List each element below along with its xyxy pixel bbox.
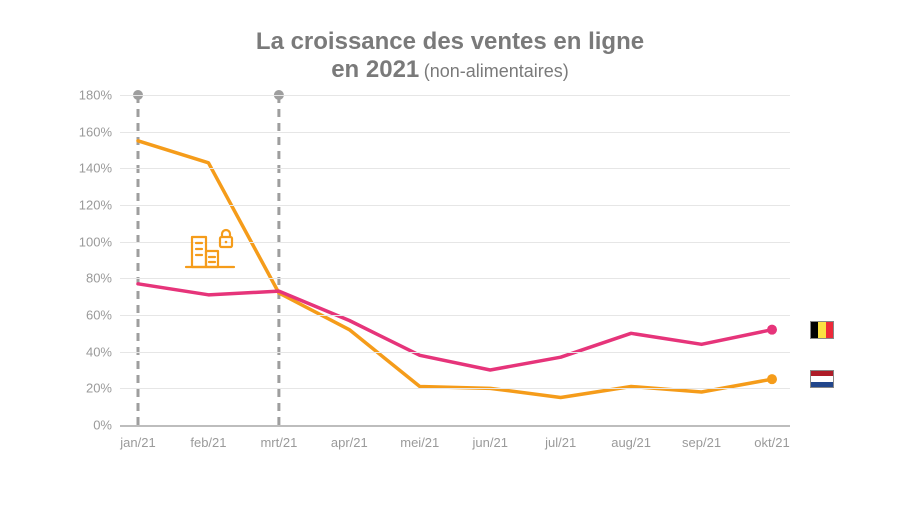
x-tick-label: jul/21	[545, 435, 576, 450]
y-tick-label: 180%	[79, 88, 112, 103]
series-netherlands-end-marker	[767, 374, 777, 384]
y-tick-label: 100%	[79, 234, 112, 249]
series-belgium-end-marker	[767, 325, 777, 335]
gridline	[120, 168, 790, 169]
gridline	[120, 95, 790, 96]
gridline	[120, 388, 790, 389]
chart-title-year: en 2021	[331, 56, 419, 83]
y-tick-label: 40%	[86, 344, 112, 359]
x-tick-label: aug/21	[611, 435, 651, 450]
series-belgium	[138, 284, 772, 370]
gridline	[120, 352, 790, 353]
x-tick-label: sep/21	[682, 435, 721, 450]
plot-area: 0%20%40%60%80%100%120%140%160%180%jan/21…	[120, 95, 790, 425]
x-tick-label: okt/21	[754, 435, 789, 450]
gridline	[120, 315, 790, 316]
x-tick-label: apr/21	[331, 435, 368, 450]
y-tick-label: 140%	[79, 161, 112, 176]
chart-title-block: La croissance des ventes en ligne en 202…	[0, 28, 900, 83]
y-tick-label: 20%	[86, 381, 112, 396]
y-tick-label: 0%	[93, 418, 112, 433]
gridline	[120, 205, 790, 206]
x-axis-baseline	[120, 425, 790, 427]
gridline	[120, 278, 790, 279]
y-tick-label: 60%	[86, 308, 112, 323]
y-tick-label: 80%	[86, 271, 112, 286]
gridline	[120, 132, 790, 133]
chart-title-paren: (non-alimentaires)	[424, 61, 569, 81]
lockdown-icon	[184, 227, 236, 271]
x-tick-label: mei/21	[400, 435, 439, 450]
x-tick-label: feb/21	[190, 435, 226, 450]
x-tick-label: jan/21	[120, 435, 155, 450]
flag-belgium-icon	[810, 321, 834, 339]
x-tick-label: jun/21	[473, 435, 508, 450]
y-tick-label: 160%	[79, 124, 112, 139]
x-tick-label: mrt/21	[260, 435, 297, 450]
chart-title-line2: en 2021 (non-alimentaires)	[0, 56, 900, 84]
y-tick-label: 120%	[79, 198, 112, 213]
chart-container: La croissance des ventes en ligne en 202…	[0, 0, 900, 507]
flag-netherlands-icon	[810, 370, 834, 388]
chart-title-line1: La croissance des ventes en ligne	[0, 28, 900, 56]
